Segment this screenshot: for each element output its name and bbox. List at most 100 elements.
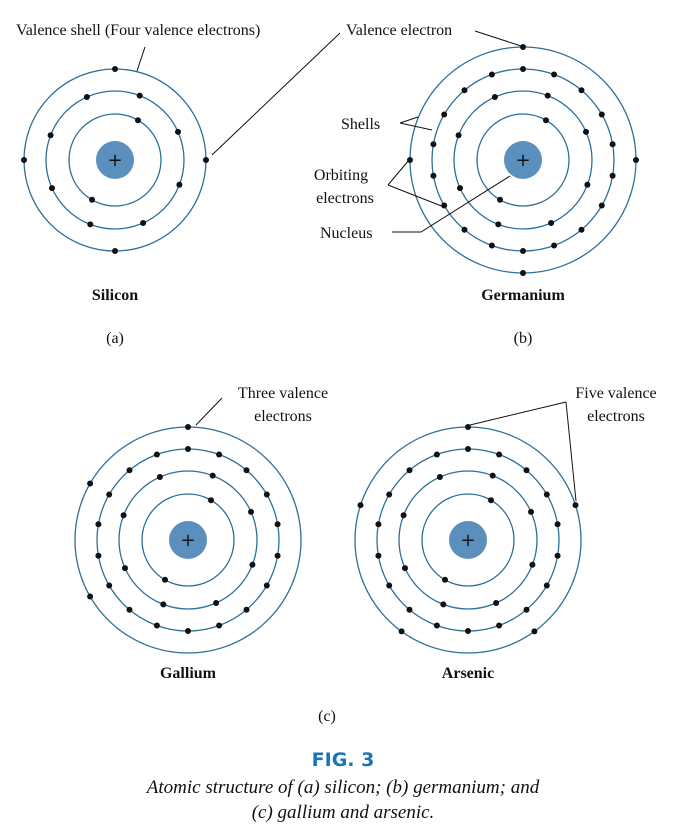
nucleus-plus: + bbox=[107, 150, 122, 171]
electron bbox=[520, 66, 526, 72]
orbiting-label: Orbiting bbox=[314, 167, 368, 184]
electron bbox=[551, 242, 558, 249]
electron bbox=[126, 467, 133, 474]
electron bbox=[213, 600, 220, 606]
orbiting-electrons-label: electrons bbox=[316, 190, 374, 207]
electron bbox=[488, 497, 494, 504]
nucleus-leader bbox=[392, 175, 511, 233]
electron bbox=[47, 132, 54, 139]
gallium-atom: + bbox=[74, 424, 302, 654]
shell-2 bbox=[453, 90, 593, 230]
three-valence-label: Three valence bbox=[238, 385, 328, 402]
electron bbox=[433, 451, 440, 458]
electron bbox=[120, 512, 127, 519]
nucleus-label: Nucleus bbox=[320, 225, 372, 242]
electron bbox=[386, 491, 393, 498]
electron bbox=[531, 628, 538, 635]
electron bbox=[162, 576, 168, 583]
electron bbox=[457, 185, 463, 192]
electron bbox=[156, 474, 163, 480]
electron bbox=[544, 92, 551, 99]
electron bbox=[112, 248, 118, 254]
electron bbox=[208, 497, 214, 504]
electron bbox=[243, 606, 250, 613]
electron bbox=[433, 622, 440, 629]
electron bbox=[216, 451, 223, 458]
electron bbox=[185, 446, 191, 452]
electron bbox=[528, 508, 534, 515]
shell-1 bbox=[476, 113, 570, 207]
electron bbox=[584, 181, 591, 188]
electron bbox=[126, 606, 133, 613]
electron bbox=[112, 66, 118, 72]
valence-electron-leader-germanium bbox=[474, 30, 522, 47]
nucleus-plus: + bbox=[460, 530, 475, 551]
electron bbox=[375, 552, 382, 559]
silicon-name: Silicon bbox=[92, 287, 138, 304]
electron bbox=[489, 472, 496, 479]
electron bbox=[243, 467, 250, 474]
part-a-label: (a) bbox=[106, 330, 124, 347]
electron bbox=[87, 221, 94, 228]
nucleus-plus: + bbox=[180, 530, 195, 551]
electron bbox=[520, 248, 526, 254]
electron bbox=[135, 117, 141, 124]
electron bbox=[216, 622, 223, 629]
part-c-label: (c) bbox=[318, 708, 336, 725]
electron bbox=[598, 202, 605, 209]
figure-caption-line2: (c) gallium and arsenic. bbox=[252, 802, 435, 823]
electron bbox=[441, 202, 448, 209]
electron bbox=[578, 226, 585, 233]
electron bbox=[520, 44, 526, 50]
three-valence-leader bbox=[195, 397, 223, 426]
electron bbox=[609, 141, 616, 148]
electron bbox=[491, 94, 498, 100]
electron bbox=[583, 128, 589, 135]
five-valence-electrons-label: electrons bbox=[587, 408, 645, 425]
shells-label: Shells bbox=[341, 116, 380, 133]
electron bbox=[598, 111, 605, 118]
valence-electron-leader-silicon bbox=[211, 32, 341, 156]
electron bbox=[400, 512, 407, 519]
electron bbox=[386, 582, 393, 589]
electron bbox=[263, 582, 270, 589]
electron bbox=[497, 196, 503, 203]
shell-2 bbox=[398, 470, 538, 610]
electron bbox=[375, 521, 382, 528]
shells-leader bbox=[399, 116, 419, 124]
electron bbox=[523, 467, 530, 474]
electron bbox=[430, 141, 437, 148]
electron bbox=[543, 582, 550, 589]
electron bbox=[203, 157, 209, 163]
electron bbox=[554, 521, 561, 528]
electron bbox=[263, 491, 270, 498]
figure-caption-line1: Atomic structure of (a) silicon; (b) ger… bbox=[145, 777, 540, 798]
nucleus bbox=[96, 141, 134, 179]
electron bbox=[455, 132, 462, 139]
orbiting-electrons-leader bbox=[387, 184, 445, 208]
electron bbox=[153, 622, 160, 629]
electron bbox=[551, 71, 558, 78]
five-valence-leader bbox=[469, 401, 567, 426]
electron bbox=[153, 451, 160, 458]
arsenic-atom: + bbox=[354, 424, 582, 654]
electron bbox=[106, 582, 113, 589]
electron bbox=[543, 117, 549, 124]
three-valence-electrons-label: electrons bbox=[254, 408, 312, 425]
shell-2 bbox=[118, 470, 258, 610]
electron bbox=[578, 87, 585, 94]
electron bbox=[185, 628, 191, 634]
electron bbox=[436, 474, 443, 480]
shell-1 bbox=[68, 113, 162, 207]
electron bbox=[274, 552, 281, 559]
electron bbox=[209, 472, 216, 479]
electron bbox=[21, 157, 27, 163]
electron bbox=[83, 94, 90, 100]
nucleus bbox=[504, 141, 542, 179]
shells-leader bbox=[399, 122, 433, 131]
electron bbox=[160, 601, 167, 608]
nucleus bbox=[169, 521, 207, 559]
electron bbox=[248, 508, 254, 515]
electron bbox=[496, 622, 503, 629]
five-valence-leader bbox=[565, 401, 577, 502]
